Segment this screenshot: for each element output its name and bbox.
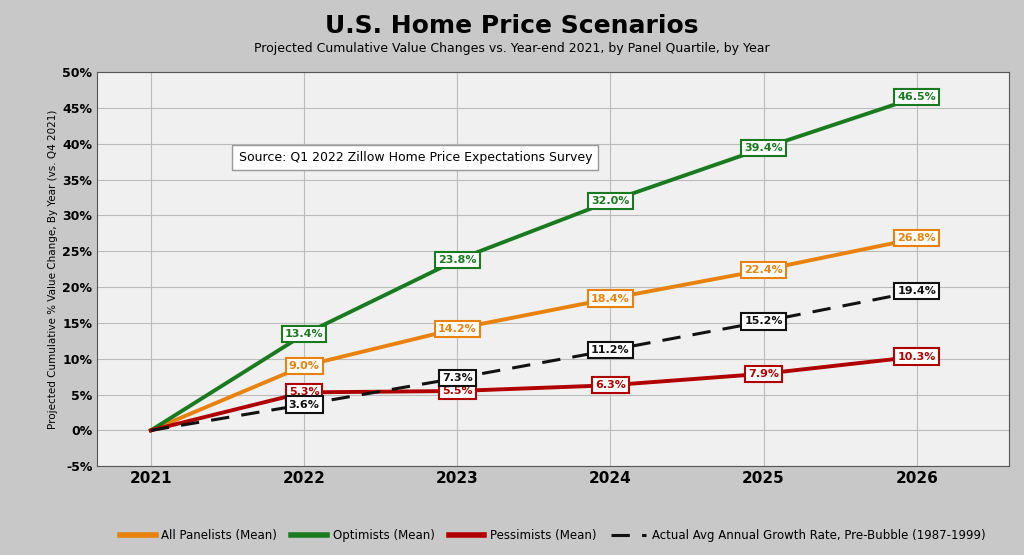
Text: 18.4%: 18.4%	[591, 294, 630, 304]
Text: U.S. Home Price Scenarios: U.S. Home Price Scenarios	[326, 14, 698, 38]
Text: 5.3%: 5.3%	[289, 387, 319, 397]
Text: 7.3%: 7.3%	[441, 373, 473, 383]
Text: 11.2%: 11.2%	[591, 345, 630, 355]
Text: Source: Q1 2022 Zillow Home Price Expectations Survey: Source: Q1 2022 Zillow Home Price Expect…	[239, 151, 592, 164]
Text: 13.4%: 13.4%	[285, 329, 324, 339]
Text: 3.6%: 3.6%	[289, 400, 319, 410]
Text: 22.4%: 22.4%	[744, 265, 783, 275]
Text: 14.2%: 14.2%	[438, 324, 476, 334]
Text: Projected Cumulative Value Changes vs. Year-end 2021, by Panel Quartile, by Year: Projected Cumulative Value Changes vs. Y…	[254, 42, 770, 54]
Text: 6.3%: 6.3%	[595, 380, 626, 390]
Text: 10.3%: 10.3%	[898, 351, 936, 361]
Text: 32.0%: 32.0%	[591, 196, 630, 206]
Text: 9.0%: 9.0%	[289, 361, 319, 371]
Text: 5.5%: 5.5%	[442, 386, 472, 396]
Text: 26.8%: 26.8%	[897, 233, 936, 243]
Text: 7.9%: 7.9%	[749, 369, 779, 379]
Legend: All Panelists (Mean), Optimists (Mean), Pessimists (Mean), Actual Avg Annual Gro: All Panelists (Mean), Optimists (Mean), …	[116, 524, 990, 547]
Y-axis label: Projected Cumulative % Value Change, By Year (vs. Q4 2021): Projected Cumulative % Value Change, By …	[48, 109, 58, 429]
Text: 46.5%: 46.5%	[897, 92, 936, 102]
Text: 19.4%: 19.4%	[897, 286, 936, 296]
Text: 15.2%: 15.2%	[744, 316, 782, 326]
Text: 23.8%: 23.8%	[438, 255, 476, 265]
Text: 39.4%: 39.4%	[744, 143, 783, 153]
